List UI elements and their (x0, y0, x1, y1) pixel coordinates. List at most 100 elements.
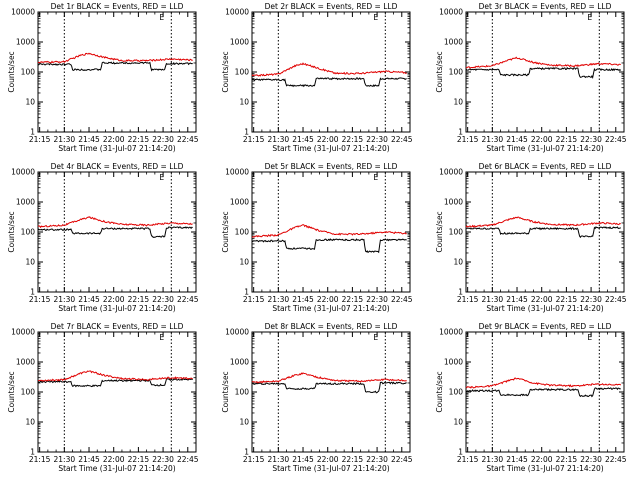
y-tick-label: 10 (25, 258, 35, 267)
x-axis-label: Start Time (31-Jul-07 21:14:20) (272, 464, 389, 473)
series-lld-line (251, 62, 408, 77)
y-tick-label: 10 (239, 418, 249, 427)
series-lld-line (251, 372, 407, 384)
panel-det-1: Det 1r BLACK = Events, RED = LLD 1 10 100 10… (7, 2, 199, 153)
x-tick-label: 21:15 (29, 295, 51, 304)
y-axis-label: Counts/sec (7, 211, 16, 252)
y-tick-label: 10 (453, 98, 463, 107)
x-tick-label: 22:45 (605, 135, 627, 144)
y-axis-label: Counts/sec (221, 51, 230, 92)
x-tick-label: 21:15 (457, 455, 479, 464)
x-tick-label: 22:00 (103, 295, 125, 304)
y-tick-label: 1 (244, 448, 249, 457)
y-tick-label: 1000 (230, 198, 249, 207)
x-tick-label: 22:30 (366, 295, 388, 304)
x-axis-label: Start Time (31-Jul-07 21:14:20) (58, 304, 175, 313)
y-axis-label: Counts/sec (435, 371, 444, 412)
y-tick-label: 10 (453, 258, 463, 267)
y-tick-label: 10000 (225, 168, 249, 177)
marker-label: E (373, 333, 378, 342)
series-events-line (37, 377, 193, 388)
y-tick-label: 1000 (444, 358, 463, 367)
panel-title: Det 2r BLACK = Events, RED = LLD (265, 2, 398, 11)
x-tick-label: 21:30 (54, 295, 76, 304)
x-tick-label: 22:30 (152, 295, 174, 304)
x-tick-label: 22:00 (317, 295, 339, 304)
panel-title: Det 6r BLACK = Events, RED = LLD (479, 162, 612, 171)
y-tick-label: 100 (21, 68, 36, 77)
x-tick-label: 22:00 (531, 455, 553, 464)
y-axis-label: Counts/sec (221, 371, 230, 412)
x-tick-label: 21:30 (54, 135, 76, 144)
y-axis-label: Counts/sec (221, 211, 230, 252)
y-axis-label: Counts/sec (7, 51, 16, 92)
x-tick-label: 22:30 (152, 455, 174, 464)
y-tick-label: 1 (244, 128, 249, 137)
x-tick-label: 22:00 (103, 455, 125, 464)
panel-title: Det 7r BLACK = Events, RED = LLD (51, 322, 184, 331)
series-events-line (465, 66, 622, 79)
series-events-line (251, 238, 407, 254)
x-axis-label: Start Time (31-Jul-07 21:14:20) (486, 144, 603, 153)
y-tick-label: 10 (239, 258, 249, 267)
x-tick-label: 22:45 (177, 295, 199, 304)
series-lld-line (37, 216, 193, 229)
x-tick-label: 22:15 (556, 135, 578, 144)
x-tick-label: 21:30 (268, 455, 290, 464)
marker-label: E (159, 173, 164, 182)
panel-det-5: Det 5r BLACK = Events, RED = LLD 1 10 100 10… (221, 162, 413, 313)
x-tick-label: 22:45 (391, 295, 413, 304)
y-tick-label: 10000 (439, 328, 463, 337)
y-tick-label: 1 (30, 128, 35, 137)
y-tick-label: 10 (239, 98, 249, 107)
x-tick-label: 21:15 (29, 455, 51, 464)
y-tick-label: 100 (21, 228, 36, 237)
marker-label: E (587, 173, 592, 182)
x-tick-label: 22:15 (342, 455, 364, 464)
x-tick-label: 21:30 (482, 455, 504, 464)
series-lld-line (37, 52, 193, 64)
series-events-line (37, 61, 193, 72)
panel-title: Det 4r BLACK = Events, RED = LLD (51, 162, 184, 171)
x-tick-label: 21:45 (292, 135, 314, 144)
marker-label: E (159, 13, 164, 22)
x-tick-label: 21:15 (243, 455, 265, 464)
x-axis-label: Start Time (31-Jul-07 21:14:20) (486, 304, 603, 313)
x-tick-label: 21:45 (78, 135, 100, 144)
series-events-line (37, 226, 193, 239)
x-tick-label: 21:30 (268, 135, 290, 144)
y-tick-label: 1 (30, 288, 35, 297)
y-tick-label: 100 (449, 388, 464, 397)
y-tick-label: 1000 (230, 358, 249, 367)
series-events-line (251, 381, 407, 394)
y-tick-label: 1 (30, 448, 35, 457)
y-tick-label: 10000 (439, 168, 463, 177)
x-tick-label: 22:15 (556, 295, 578, 304)
x-tick-label: 22:00 (103, 135, 125, 144)
x-tick-label: 22:15 (342, 295, 364, 304)
panel-det-4: Det 4r BLACK = Events, RED = LLD 1 10 100 10… (7, 162, 199, 313)
marker-label: E (587, 333, 592, 342)
y-axis-label: Counts/sec (435, 51, 444, 92)
x-tick-label: 22:30 (580, 295, 602, 304)
x-axis-label: Start Time (31-Jul-07 21:14:20) (486, 464, 603, 473)
marker-label: E (159, 333, 164, 342)
panel-det-8: Det 8r BLACK = Events, RED = LLD 1 10 100 10… (221, 322, 413, 473)
x-tick-label: 22:00 (317, 455, 339, 464)
panel-title: Det 5r BLACK = Events, RED = LLD (265, 162, 398, 171)
x-tick-label: 22:45 (177, 135, 199, 144)
x-tick-label: 22:30 (366, 455, 388, 464)
y-tick-label: 1 (458, 128, 463, 137)
y-tick-label: 1 (244, 288, 249, 297)
y-tick-label: 1000 (16, 358, 35, 367)
x-tick-label: 22:15 (128, 455, 150, 464)
x-tick-label: 22:30 (152, 135, 174, 144)
x-axis-label: Start Time (31-Jul-07 21:14:20) (58, 144, 175, 153)
x-tick-label: 22:30 (366, 135, 388, 144)
series-events-line (466, 387, 621, 398)
y-tick-label: 10 (25, 98, 35, 107)
x-tick-label: 22:15 (128, 135, 150, 144)
y-axis-label: Counts/sec (435, 211, 444, 252)
y-tick-label: 10000 (225, 328, 249, 337)
x-tick-label: 22:45 (605, 295, 627, 304)
